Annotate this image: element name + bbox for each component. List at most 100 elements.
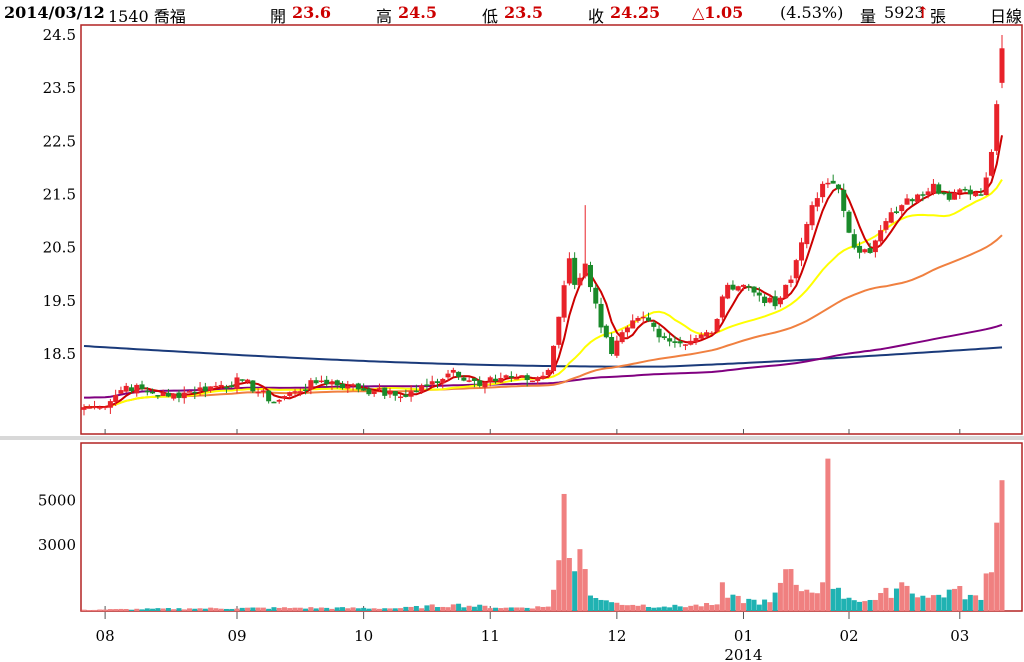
volume-bar	[577, 549, 583, 611]
volume-bar	[139, 609, 145, 611]
candle-body	[667, 338, 673, 342]
candle-body	[688, 340, 694, 345]
volume-bar	[682, 607, 688, 611]
volume-value: 5923	[884, 3, 925, 22]
volume-bar	[582, 569, 588, 611]
candle-body	[888, 212, 894, 223]
volume-bar	[456, 603, 462, 611]
volume-bar	[382, 608, 388, 611]
price-tick-label: 20.5	[43, 239, 76, 257]
volume-bar	[825, 458, 831, 611]
volume-bar	[107, 609, 113, 611]
candle-body	[524, 375, 530, 380]
volume-bar	[271, 607, 277, 611]
candle-body	[614, 340, 620, 356]
volume-bar	[398, 608, 404, 611]
candle-body	[128, 387, 134, 392]
price-tick-label: 21.5	[43, 186, 76, 204]
candle-body	[973, 192, 979, 197]
volume-bar	[276, 607, 282, 611]
volume-bar	[250, 607, 256, 611]
volume-bar	[223, 608, 229, 611]
volume-bar	[888, 597, 894, 611]
candle-body	[630, 320, 636, 329]
candle-body	[97, 407, 103, 409]
volume-bar	[851, 600, 857, 611]
price-tick-label: 22.5	[43, 132, 76, 150]
candle-body	[540, 375, 546, 379]
candle-body	[656, 328, 662, 338]
volume-bar	[493, 607, 499, 611]
candle-body	[413, 390, 419, 393]
candle-body	[936, 184, 942, 194]
candle-body	[398, 396, 404, 399]
volume-bar	[361, 607, 367, 611]
candle-body	[772, 296, 778, 307]
volume-bar	[529, 608, 535, 611]
candle-body	[704, 332, 710, 337]
volume-bar	[930, 595, 936, 611]
candle-body	[171, 393, 177, 399]
candle-body	[392, 390, 398, 396]
candle-body	[783, 284, 789, 299]
volume-bar	[128, 609, 134, 611]
candle-body	[187, 391, 193, 393]
candle-body	[160, 392, 166, 397]
price-tick-label: 19.5	[43, 292, 76, 310]
volume-bar	[799, 591, 805, 611]
volume-bar	[566, 558, 572, 611]
candle-body	[883, 221, 889, 230]
candle-body	[635, 317, 641, 321]
candle-body	[403, 394, 409, 397]
volume-bar	[134, 608, 140, 611]
volume-bar	[893, 588, 899, 611]
candle-body	[297, 391, 303, 393]
candle-body	[503, 375, 509, 378]
volume-arrow-icon: ↑	[916, 3, 930, 22]
volume-bar	[983, 573, 989, 611]
volume-bar	[820, 582, 826, 611]
candle-body	[255, 391, 261, 394]
candle-body	[740, 284, 746, 287]
candle-body	[825, 182, 831, 185]
volume-bar	[498, 608, 504, 611]
candle-body	[345, 385, 351, 389]
volume-bar	[81, 609, 87, 611]
volume-bar	[952, 588, 958, 611]
volume-bar	[609, 602, 615, 611]
candle-body	[218, 384, 224, 387]
volume-bar	[519, 607, 525, 611]
volume-bar	[614, 602, 620, 611]
volume-bar	[693, 604, 699, 611]
candle-body	[730, 284, 736, 290]
volume-bar	[181, 609, 187, 611]
x-tick-label: 09	[227, 627, 246, 645]
volume-bar	[424, 605, 430, 611]
volume-bar	[318, 607, 324, 611]
candle-body	[334, 380, 340, 386]
volume-bar	[208, 607, 214, 611]
volume-bar	[957, 586, 963, 611]
volume-panel-frame	[80, 442, 1023, 612]
volume-bar	[392, 608, 398, 611]
candle-body	[545, 369, 551, 376]
candle-body	[324, 379, 330, 385]
change-value: △1.05	[692, 3, 744, 22]
candle-body	[582, 263, 588, 277]
candle-body	[456, 371, 462, 378]
candle-body	[788, 279, 794, 283]
x-tick-label: 11	[481, 627, 500, 645]
candle-body	[150, 391, 156, 394]
candle-body	[920, 194, 926, 196]
volume-bar	[160, 608, 166, 611]
volume-bar	[340, 607, 346, 611]
candle-body	[250, 380, 256, 392]
change-percent: (4.53%)	[780, 3, 844, 22]
candle-body	[672, 341, 678, 343]
candle-body	[867, 247, 873, 253]
candle-body	[387, 390, 393, 395]
candle-body	[603, 325, 609, 338]
volume-bar	[841, 598, 847, 611]
volume-bar	[925, 597, 931, 611]
candle-body	[493, 378, 499, 382]
